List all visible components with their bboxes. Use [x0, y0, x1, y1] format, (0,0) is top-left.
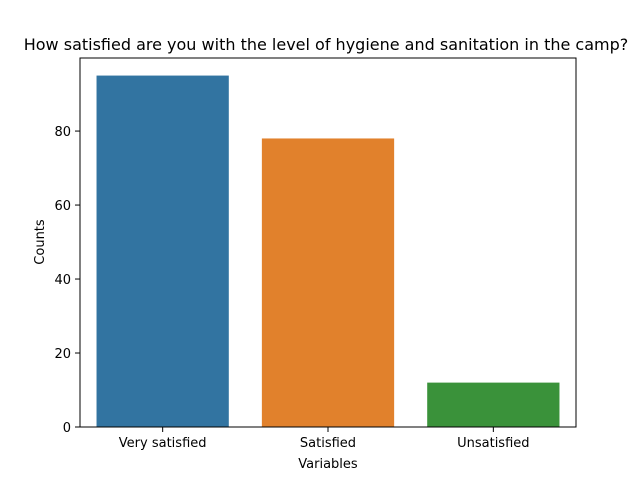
- x-tick-label: Very satisfied: [119, 436, 207, 451]
- bar-very-satisfied: [97, 76, 229, 427]
- x-axis-label: Variables: [298, 457, 358, 472]
- bar-satisfied: [262, 138, 394, 427]
- x-tick-label: Unsatisfied: [457, 436, 529, 451]
- chart-title: How satisfied are you with the level of …: [24, 35, 629, 54]
- y-tick-label: 20: [54, 347, 71, 362]
- bar-unsatisfied: [427, 383, 559, 427]
- y-tick-label: 60: [54, 199, 71, 214]
- y-tick-label: 40: [54, 273, 71, 288]
- y-tick-label: 0: [63, 421, 71, 436]
- x-tick-label: Satisfied: [300, 436, 356, 451]
- y-tick-label: 80: [54, 125, 71, 140]
- y-axis-label: Counts: [33, 219, 48, 265]
